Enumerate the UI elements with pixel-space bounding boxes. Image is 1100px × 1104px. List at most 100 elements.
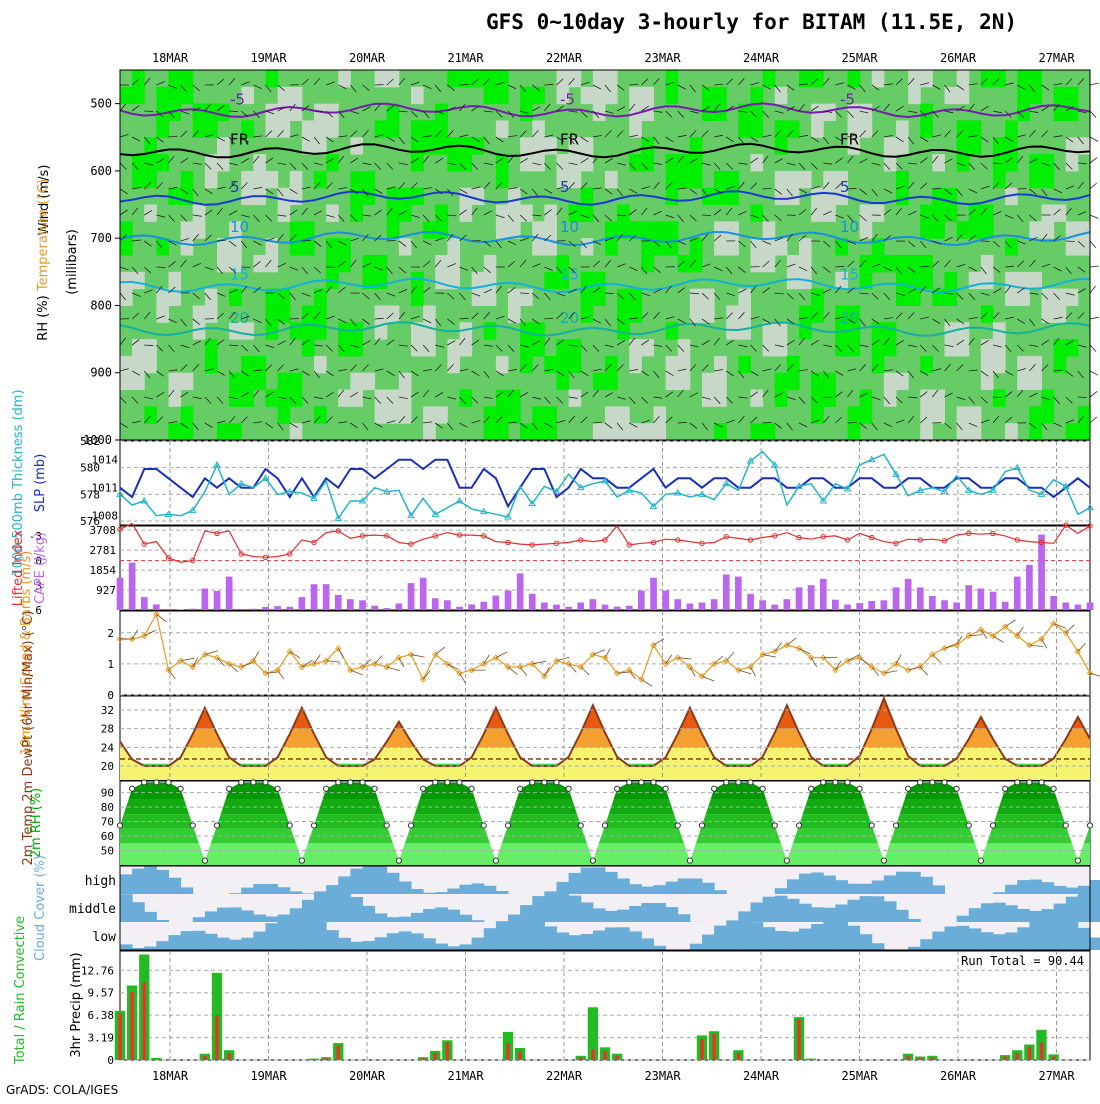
- cloud-cell: [799, 904, 812, 922]
- cloud-cell: [205, 911, 218, 922]
- cape-bar: [808, 585, 815, 610]
- rh-cell: [411, 154, 424, 171]
- wind-barb: [472, 241, 481, 242]
- rh-marker: [906, 786, 911, 791]
- rh-cell: [399, 205, 412, 222]
- rh-cell: [266, 390, 279, 407]
- rh-cell: [484, 87, 497, 104]
- cloud-cell: [363, 906, 376, 922]
- rh-marker: [481, 823, 486, 828]
- cloud-cell: [1017, 880, 1030, 894]
- cloud-cell: [496, 922, 509, 950]
- rh-cell: [957, 406, 970, 423]
- rh-cell: [896, 120, 909, 137]
- rh-marker: [130, 786, 135, 791]
- rh-cell: [605, 70, 618, 87]
- date-tick-label-bottom: 21MAR: [447, 1069, 484, 1083]
- cloud-cell: [544, 926, 557, 950]
- wind-barb: [375, 656, 383, 664]
- cloud-cell: [375, 866, 388, 894]
- rh-marker: [590, 858, 595, 863]
- cloud-cell: [496, 921, 509, 922]
- precip-convective-bar: [1003, 1057, 1006, 1061]
- rh-cell: [666, 154, 679, 171]
- rh-cell: [132, 356, 145, 373]
- cloud-cell: [253, 932, 266, 950]
- wind-barb: [1090, 345, 1096, 352]
- rh-cell: [363, 255, 376, 272]
- cloud-cell: [338, 876, 351, 894]
- precip-convective-bar: [506, 1043, 509, 1060]
- wind-barb: [399, 658, 404, 667]
- cloud-cell: [763, 897, 776, 922]
- cape-bar: [565, 607, 572, 610]
- rh-tick-label: 70: [101, 816, 114, 829]
- wind-barb: [702, 676, 714, 681]
- cloud-cell: [241, 911, 254, 923]
- date-tick-label-bottom: 20MAR: [349, 1069, 386, 1083]
- rh-cell: [860, 255, 873, 272]
- rh-cell: [629, 87, 642, 104]
- cape-bar: [881, 600, 888, 610]
- cape-tick-label: 3708: [90, 524, 117, 537]
- cloud-cell: [993, 892, 1006, 894]
- wind-barb: [993, 636, 1004, 643]
- date-tick-label-bottom: 25MAR: [841, 1069, 878, 1083]
- cloud-cell: [326, 930, 339, 950]
- cloud-cell: [217, 938, 230, 950]
- rh-cell: [132, 339, 145, 356]
- rh-marker: [1075, 858, 1080, 863]
- wind-barb: [1017, 189, 1026, 190]
- cloud-cell: [399, 917, 412, 922]
- cape-bar: [1026, 565, 1033, 610]
- rh-cell: [1005, 238, 1018, 255]
- rh-cell: [217, 423, 230, 440]
- rh-cell: [678, 154, 691, 171]
- cloud-cell: [326, 885, 339, 894]
- rh-cell: [363, 171, 376, 188]
- date-tick-label-top: 20MAR: [349, 51, 386, 65]
- cloud-cell: [484, 928, 497, 950]
- rh-cell: [181, 221, 194, 238]
- rh-cell: [266, 104, 279, 121]
- rh-marker: [348, 780, 353, 785]
- rh-cell: [629, 154, 642, 171]
- isotherm-label: 5: [840, 178, 850, 196]
- cape-bar: [905, 579, 912, 610]
- rh-cell: [193, 104, 206, 121]
- rh-cell: [993, 356, 1006, 373]
- rh-cell: [981, 272, 994, 289]
- cape-bar: [383, 608, 390, 610]
- rh-cell: [787, 356, 800, 373]
- precip-convective-bar: [919, 1058, 922, 1060]
- rh-cell: [520, 154, 533, 171]
- cloud-cell: [775, 931, 788, 950]
- profile-ylabel-rh: RH (%): [36, 295, 51, 340]
- rh-cell: [169, 87, 182, 104]
- rh-cell: [690, 238, 703, 255]
- cape-bar: [396, 604, 403, 611]
- wind-barb: [1090, 417, 1097, 423]
- cape-bar: [311, 584, 318, 610]
- rh-cell: [496, 205, 509, 222]
- rh-marker: [845, 780, 850, 785]
- cape-bar: [165, 609, 172, 610]
- cloud-cell: [169, 878, 182, 894]
- rh-cell: [1042, 154, 1055, 171]
- rh-cell: [447, 154, 460, 171]
- cape-bar: [408, 583, 415, 610]
- rh-cell: [714, 238, 727, 255]
- wind-barb: [278, 670, 284, 679]
- cloud-cell: [411, 933, 424, 950]
- rh-cell: [423, 339, 436, 356]
- cloud-cell: [932, 932, 945, 951]
- rh-cell: [957, 70, 970, 87]
- cloud-cell: [120, 874, 133, 894]
- rh-cell: [496, 390, 509, 407]
- rh-marker: [433, 780, 438, 785]
- rh-tick-label: 80: [101, 801, 114, 814]
- wind-barb: [811, 658, 817, 667]
- rh-cell: [338, 70, 351, 87]
- precip-convective-bar: [1028, 1047, 1031, 1060]
- rh-cell: [763, 70, 776, 87]
